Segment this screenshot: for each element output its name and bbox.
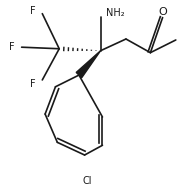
Text: O: O <box>158 7 167 17</box>
Polygon shape <box>76 51 101 78</box>
Text: F: F <box>9 42 15 52</box>
Text: Cl: Cl <box>83 176 92 186</box>
Text: F: F <box>30 6 36 16</box>
Text: F: F <box>30 79 36 89</box>
Text: NH₂: NH₂ <box>106 8 125 18</box>
